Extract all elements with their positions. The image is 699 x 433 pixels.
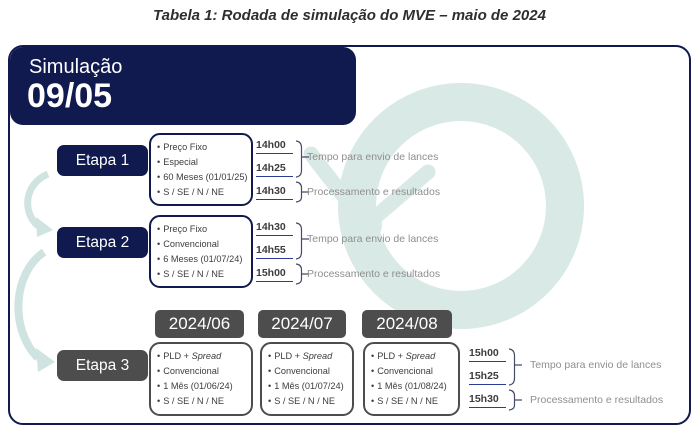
simulation-header-title: Simulação [29,56,123,78]
stage3-bullet-list-3: PLD + Spread Convencional 1 Mês (01/08/2… [371,349,456,409]
stage1-processing-note: Processamento e resultados [307,186,441,198]
stage3-details-box-2: PLD + Spread Convencional 1 Mês (01/07/2… [260,342,354,416]
stage3-processing-note: Processamento e resultados [530,394,664,406]
stage2-time-start: 14h30 [256,221,293,236]
bullet-item: PLD + Spread [268,349,350,364]
bullet-item: PLD + Spread [157,349,249,364]
stage1-time-start: 14h00 [256,139,293,154]
stage2-bidding-note: Tempo para envio de lances [307,233,439,245]
stage1-bidding-note: Tempo para envio de lances [307,151,439,163]
stage3-time-end: 15h25 [469,370,506,385]
stage3-time-results: 15h30 [469,393,506,408]
bullet-item: S / SE / N / NE [157,267,249,282]
stage2-processing-note: Processamento e resultados [307,268,441,280]
simulation-header-date: 09/05 [27,77,113,115]
stage1-time-end: 14h25 [256,162,293,177]
bullet-item: Preço Fixo [157,140,249,155]
stage1-time-results: 14h30 [256,185,293,200]
figure-title: Tabela 1: Rodada de simulação do MVE – m… [153,7,546,24]
bullet-item: PLD + Spread [371,349,456,364]
stage3-label: Etapa 3 [57,350,148,381]
bullet-item: Preço Fixo [157,222,249,237]
stage3-bullet-list-1: PLD + Spread Convencional 1 Mês (01/06/2… [157,349,249,409]
stage1-bullet-list: Preço Fixo Especial 60 Meses (01/01/25) … [157,140,249,200]
bullet-item: Convencional [157,364,249,379]
stage2-details-box: Preço Fixo Convencional 6 Meses (01/07/2… [149,215,253,288]
bullet-item: S / SE / N / NE [268,394,350,409]
stage3-details-box-3: PLD + Spread Convencional 1 Mês (01/08/2… [363,342,460,416]
bullet-item: Convencional [157,237,249,252]
stage2-time-results: 15h00 [256,267,293,282]
bullet-item: S / SE / N / NE [371,394,456,409]
stage3-month-1: 2024/06 [155,310,244,338]
bullet-item: S / SE / N / NE [157,394,249,409]
stage1-details-box: Preço Fixo Especial 60 Meses (01/01/25) … [149,133,253,206]
bullet-item: 1 Mês (01/08/24) [371,379,456,394]
stage2-bullet-list: Preço Fixo Convencional 6 Meses (01/07/2… [157,222,249,282]
bullet-item: Convencional [268,364,350,379]
bullet-item: 1 Mês (01/06/24) [157,379,249,394]
bullet-item: 60 Meses (01/01/25) [157,170,249,185]
stage3-month-2: 2024/07 [258,310,346,338]
stage3-month-3: 2024/08 [362,310,452,338]
stage3-bullet-list-2: PLD + Spread Convencional 1 Mês (01/07/2… [268,349,350,409]
stage3-time-start: 15h00 [469,347,506,362]
bullet-item: Especial [157,155,249,170]
simulation-header: Simulação 09/05 [10,47,356,125]
stage3-bidding-note: Tempo para envio de lances [530,359,662,371]
diagram-frame [8,45,691,425]
bullet-item: 1 Mês (01/07/24) [268,379,350,394]
stage3-details-box-1: PLD + Spread Convencional 1 Mês (01/06/2… [149,342,253,416]
bullet-item: Convencional [371,364,456,379]
stage1-label: Etapa 1 [57,145,148,176]
stage2-time-end: 14h55 [256,244,293,259]
bullet-item: 6 Meses (01/07/24) [157,252,249,267]
stage2-label: Etapa 2 [57,227,148,258]
bullet-item: S / SE / N / NE [157,185,249,200]
